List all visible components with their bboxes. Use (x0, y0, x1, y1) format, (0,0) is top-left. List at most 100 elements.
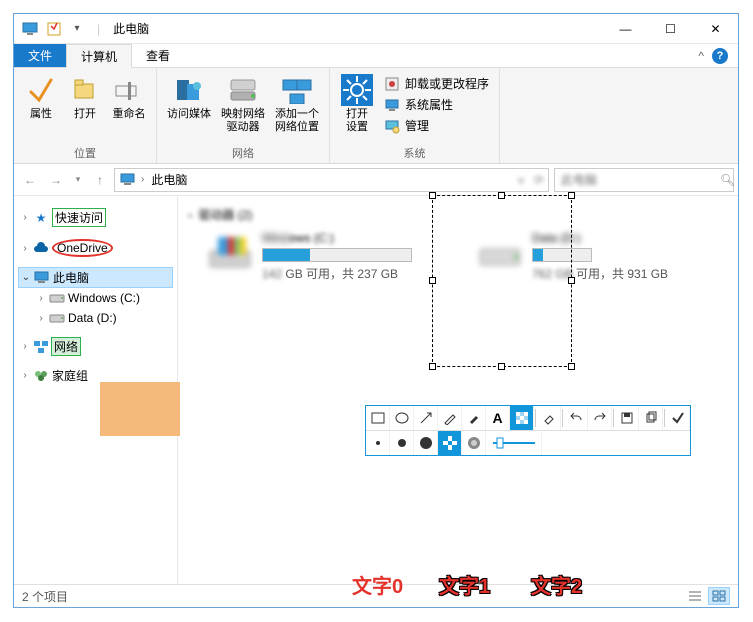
chevron-right-icon[interactable]: › (36, 293, 46, 304)
quick-access-toolbar: ▾ | 此电脑 (14, 20, 149, 38)
tree-drive-d[interactable]: › Data (D:) (18, 308, 173, 328)
tree-quick-access[interactable]: › ★ 快速访问 (18, 206, 173, 229)
titlebar: ▾ | 此电脑 — ☐ ✕ (14, 14, 738, 44)
drive-c-icon (206, 231, 254, 279)
tab-computer[interactable]: 计算机 (66, 44, 132, 68)
drive-d-icon (476, 231, 524, 279)
cloud-icon (33, 240, 49, 256)
annot-quick-access: 快速访问 (52, 208, 106, 227)
ribbon: 属性 打开 重命名 位置 访问媒体 (14, 68, 738, 164)
tab-file[interactable]: 文件 (14, 44, 66, 67)
tool-eraser[interactable] (537, 406, 561, 430)
uninstall-button[interactable]: 卸载或更改程序 (380, 74, 493, 93)
tool-save[interactable] (615, 406, 639, 430)
maximize-button[interactable]: ☐ (648, 14, 693, 43)
tool-rect[interactable] (366, 406, 390, 430)
tool-text[interactable]: A (486, 406, 510, 430)
chevron-right-icon[interactable]: › (20, 370, 30, 381)
tree-onedrive[interactable]: › OneDrive (18, 237, 173, 259)
address-bar-row: ← → ▾ ↑ › 此电脑 v ⟳ 🔍︎ (14, 164, 738, 196)
manage-icon (384, 118, 400, 134)
group-label-system: 系统 (336, 143, 493, 163)
view-tiles-button[interactable] (708, 587, 730, 605)
ribbon-group-location: 属性 打开 重命名 位置 (14, 68, 157, 163)
window-title: 此电脑 (113, 20, 149, 37)
snip-toolbar: A (365, 405, 691, 456)
chevron-right-icon: › (141, 174, 144, 185)
content-pane: ⌄ 驱动器 (2) Windows (C:) 142 GB 可用，共 237 G… (178, 196, 738, 585)
annot-network: 网络 (52, 338, 80, 355)
title-separator: | (97, 22, 100, 36)
tree-thispc[interactable]: ⌄ 此电脑 (18, 267, 173, 288)
mosaic-style-1[interactable] (438, 431, 462, 455)
rename-button[interactable]: 重命名 (108, 72, 150, 123)
address-refresh-icon[interactable]: v ⟳ (518, 173, 544, 187)
tree-network[interactable]: › 网络 (18, 336, 173, 357)
tool-copy[interactable] (639, 406, 663, 430)
tool-redo[interactable] (588, 406, 612, 430)
nav-back-button[interactable]: ← (18, 168, 42, 192)
star-icon: ★ (33, 210, 49, 226)
tool-undo[interactable] (564, 406, 588, 430)
drive-d[interactable]: Data (D:) 762 GB 可用，共 931 GB (476, 231, 716, 282)
group-label-location: 位置 (20, 143, 150, 163)
tool-ellipse[interactable] (390, 406, 414, 430)
map-drive-button[interactable]: 映射网络 驱动器 (217, 72, 269, 136)
tool-marker[interactable] (462, 406, 486, 430)
statusbar-item-count: 2 个项目 (22, 588, 68, 605)
tool-mosaic[interactable] (510, 406, 534, 430)
chevron-right-icon[interactable]: › (20, 243, 30, 254)
chevron-down-icon[interactable]: ⌄ (21, 272, 31, 283)
thispc-icon (22, 20, 40, 38)
tool-arrow[interactable] (414, 406, 438, 430)
drive-c-bar (262, 248, 412, 262)
mosaic-slider[interactable] (486, 431, 542, 455)
close-button[interactable]: ✕ (693, 14, 738, 43)
mosaic-style-2[interactable] (462, 431, 486, 455)
sysprops-icon (384, 97, 400, 113)
qat-dropdown-icon[interactable]: ▾ (68, 20, 86, 38)
open-button[interactable]: 打开 (64, 72, 106, 123)
drive-c-name: Windows (C:) (262, 231, 412, 245)
thispc-icon (34, 270, 50, 286)
annot-onedrive: OneDrive (52, 239, 113, 257)
properties-button[interactable]: 属性 (20, 72, 62, 123)
tree-drive-c[interactable]: › Windows (C:) (18, 288, 173, 308)
view-details-button[interactable] (684, 587, 706, 605)
size-medium[interactable] (390, 431, 414, 455)
ribbon-group-system: 打开 设置 卸载或更改程序 系统属性 管理 (330, 68, 500, 163)
address-thispc-icon (119, 171, 137, 189)
drive-c-text: 142 GB 可用，共 237 GB (262, 265, 412, 282)
search-input[interactable] (561, 173, 716, 187)
breadcrumb-thispc[interactable]: 此电脑 (148, 171, 190, 188)
ribbon-collapse-icon[interactable]: ^ (698, 49, 704, 63)
chevron-right-icon[interactable]: › (36, 313, 46, 324)
nav-up-button[interactable]: ↑ (88, 168, 112, 192)
qat-properties-icon[interactable] (45, 20, 63, 38)
navigation-pane: › ★ 快速访问 › OneDrive ⌄ 此电脑 › Windows (C:) (14, 196, 178, 585)
open-settings-button[interactable]: 打开 设置 (336, 72, 378, 136)
address-bar[interactable]: › 此电脑 v ⟳ (114, 168, 549, 192)
size-small[interactable] (366, 431, 390, 455)
marker-text2: 文字2 (531, 570, 582, 599)
manage-button[interactable]: 管理 (380, 116, 493, 135)
tool-pen[interactable] (438, 406, 462, 430)
size-large[interactable] (414, 431, 438, 455)
tab-view[interactable]: 查看 (132, 44, 184, 67)
homegroup-icon (33, 368, 49, 384)
drive-d-name: Data (D:) (532, 231, 668, 245)
add-network-location-button[interactable]: 添加一个 网络位置 (271, 72, 323, 136)
chevron-right-icon[interactable]: › (20, 341, 30, 352)
search-box[interactable]: 🔍︎ (554, 168, 734, 192)
minimize-button[interactable]: — (603, 14, 648, 43)
system-properties-button[interactable]: 系统属性 (380, 95, 493, 114)
access-media-button[interactable]: 访问媒体 (163, 72, 215, 123)
chevron-right-icon[interactable]: › (20, 212, 30, 223)
nav-forward-button[interactable]: → (44, 168, 68, 192)
nav-history-button[interactable]: ▾ (70, 168, 86, 192)
body: › ★ 快速访问 › OneDrive ⌄ 此电脑 › Windows (C:) (14, 196, 738, 585)
tool-done[interactable] (666, 406, 690, 430)
drive-c[interactable]: Windows (C:) 142 GB 可用，共 237 GB (206, 231, 446, 282)
help-icon[interactable]: ? (712, 48, 728, 64)
section-header[interactable]: ⌄ 驱动器 (2) (186, 206, 730, 223)
